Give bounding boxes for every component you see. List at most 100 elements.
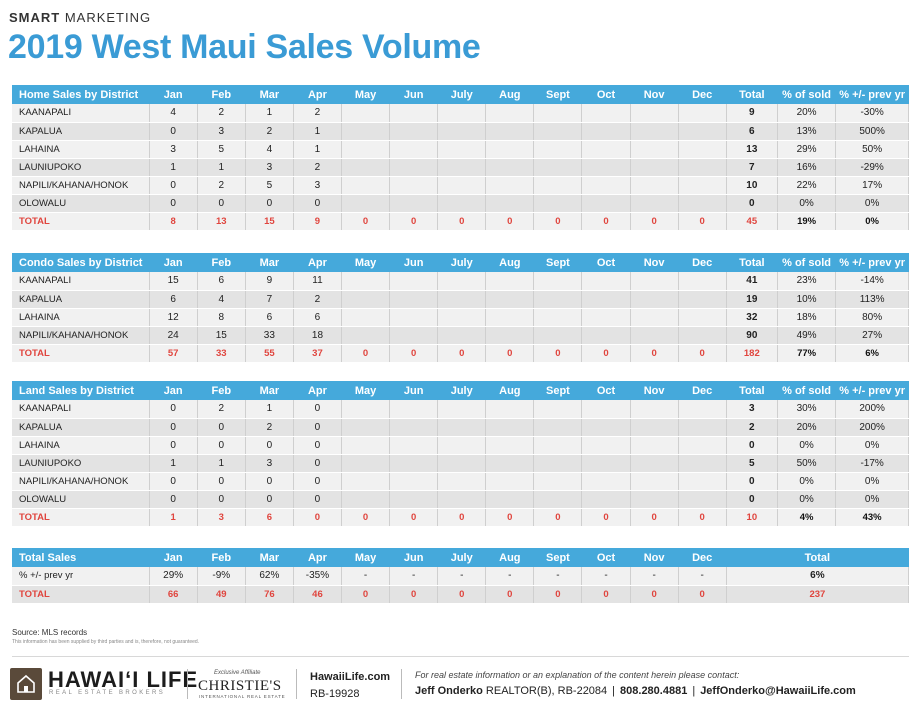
month-cell [630, 490, 679, 509]
month-total-cell: 0 [341, 212, 391, 231]
month-cell: 3 [245, 158, 294, 177]
month-total-cell: 1 [149, 508, 198, 527]
month-cell [485, 490, 535, 509]
month-cell: 5 [245, 176, 294, 195]
month-cell [630, 140, 679, 159]
month-header: Mar [245, 381, 294, 400]
month-cell [389, 122, 439, 141]
month-cell [437, 308, 487, 327]
month-cell [437, 400, 487, 419]
month-cell: 1 [197, 454, 246, 473]
contact-line: Jeff Onderko REALTOR(B), RB-22084 | 808.28… [415, 685, 856, 697]
month-cell [437, 122, 487, 141]
month-cell: 4 [245, 140, 294, 159]
month-cell [341, 400, 391, 419]
month-header: Aug [485, 253, 535, 272]
month-cell: - [437, 567, 487, 586]
table-row: OLOWALU 0 0 0 0 0 0% 0% [12, 490, 909, 509]
month-total-cell: 33 [197, 344, 246, 363]
month-cell: 0 [197, 194, 246, 213]
month-cell [533, 122, 583, 141]
month-header: Apr [293, 548, 343, 567]
pct-change-cell: 27% [835, 326, 909, 345]
pct-change-cell: -17% [835, 454, 909, 473]
table-row: NAPILI/KAHANA/HONOK 24 15 33 18 90 49% 27% [12, 326, 909, 345]
pct-change-total: 43% [835, 508, 909, 527]
month-cell [581, 326, 631, 345]
month-cell [678, 308, 727, 327]
table-header-row: Home Sales by District Jan Feb Mar Apr May Jun… [12, 85, 909, 104]
month-cell [678, 176, 727, 195]
month-cell: 6 [245, 308, 294, 327]
table-title: Home Sales by District [12, 85, 150, 104]
month-cell: 0 [293, 418, 343, 437]
month-cell: 0 [245, 472, 294, 491]
month-header: Mar [245, 548, 294, 567]
agent-email[interactable]: JeffOnderko@HawaiiLife.com [700, 685, 856, 697]
month-cell [485, 436, 535, 455]
row-total: 0 [726, 490, 778, 509]
month-cell [341, 104, 391, 123]
month-cell: 1 [293, 140, 343, 159]
table-row: KAPALUA 0 0 2 0 2 20% 200% [12, 418, 909, 437]
month-header: July [437, 85, 487, 104]
month-cell [437, 472, 487, 491]
month-cell [533, 436, 583, 455]
month-header: Sept [533, 548, 583, 567]
table-header-row: Total Sales Jan Feb Mar Apr May Jun July Aug Sept… [12, 548, 910, 567]
month-cell [389, 400, 439, 419]
month-total-cell: 6 [245, 508, 294, 527]
month-total-cell: 0 [630, 508, 679, 527]
month-cell: 24 [149, 326, 198, 345]
pct-sold-cell: 29% [777, 140, 837, 159]
pct-change-cell: 80% [835, 308, 909, 327]
month-total-cell: 37 [293, 344, 343, 363]
month-cell [485, 400, 535, 419]
month-cell [581, 176, 631, 195]
footer-divider [12, 656, 909, 657]
month-header: Oct [581, 253, 631, 272]
month-cell [389, 308, 439, 327]
month-cell: 3 [197, 122, 246, 141]
website-link[interactable]: HawaiiLife.com [310, 671, 391, 683]
month-total-cell: 0 [533, 508, 583, 527]
month-cell: 0 [197, 472, 246, 491]
row-total: 6 [726, 122, 778, 141]
agent-phone[interactable]: 808.280.4881 [620, 685, 688, 697]
month-total-cell: 0 [533, 212, 583, 231]
month-cell [581, 272, 631, 291]
pct-change-cell: 500% [835, 122, 909, 141]
month-cell [437, 158, 487, 177]
month-cell [533, 158, 583, 177]
district-name: KAANAPALI [12, 104, 150, 123]
month-cell: 0 [245, 194, 294, 213]
row-total: 90 [726, 326, 778, 345]
pct-change-cell: -30% [835, 104, 909, 123]
month-header: July [437, 381, 487, 400]
month-cell [581, 436, 631, 455]
pct-sold-cell: 22% [777, 176, 837, 195]
total-header: Total [726, 381, 778, 400]
month-cell: 0 [149, 400, 198, 419]
pct-sold-total: 4% [777, 508, 837, 527]
month-cell [341, 472, 391, 491]
pct-change-header: % +/- prev yr [835, 85, 909, 104]
month-cell: 11 [293, 272, 343, 291]
month-cell [533, 326, 583, 345]
month-cell [437, 272, 487, 291]
month-cell [533, 140, 583, 159]
month-total-cell: 0 [678, 344, 727, 363]
month-cell [678, 454, 727, 473]
affiliate-label: Exclusive Affiliate [214, 670, 261, 676]
month-cell: 3 [245, 454, 294, 473]
month-total-cell: 46 [293, 585, 343, 604]
table-row: LAHAINA 0 0 0 0 0 0% 0% [12, 436, 909, 455]
pct-sold-header: % of sold [777, 253, 837, 272]
month-cell [485, 176, 535, 195]
pct-sold-cell: 30% [777, 400, 837, 419]
district-name: NAPILI/KAHANA/HONOK [12, 472, 150, 491]
month-cell [533, 490, 583, 509]
month-header: Feb [197, 548, 246, 567]
month-header: Jan [149, 253, 198, 272]
